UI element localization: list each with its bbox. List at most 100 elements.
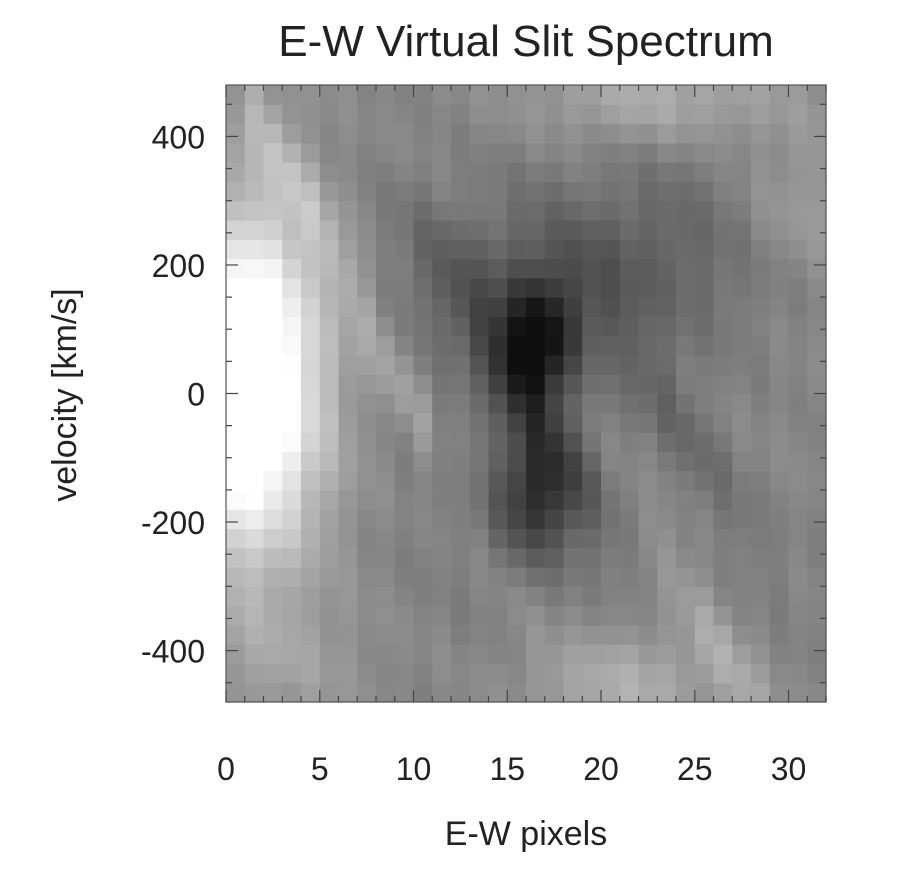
heatmap-cell (394, 547, 415, 568)
heatmap-cell (601, 297, 621, 317)
heatmap-cell (263, 663, 283, 684)
heatmap-cell (694, 624, 715, 645)
heatmap-cell (526, 432, 546, 452)
heatmap-cell (751, 123, 771, 144)
heatmap-cell (563, 297, 583, 317)
heatmap-cell (319, 219, 340, 240)
heatmap-cell (638, 354, 658, 375)
heatmap-cell (563, 644, 583, 665)
heatmap-cell (226, 374, 246, 395)
heatmap-cell (282, 85, 302, 105)
heatmap-cell (282, 624, 302, 645)
heatmap-cell (657, 142, 677, 163)
chart-title: E-W Virtual Slit Spectrum (278, 17, 774, 66)
heatmap-cell (394, 663, 415, 684)
heatmap-cell (713, 335, 733, 356)
heatmap-cell (601, 547, 621, 568)
heatmap-cell (526, 354, 546, 375)
heatmap-cell (226, 663, 246, 684)
heatmap-cell (338, 123, 358, 144)
heatmap-cell (544, 393, 565, 414)
heatmap-cell (751, 258, 771, 279)
heatmap-cell (526, 528, 546, 549)
heatmap-cell (619, 297, 640, 317)
heatmap-cell (394, 432, 415, 452)
heatmap-cell (807, 123, 827, 144)
heatmap-cell (713, 297, 733, 317)
heatmap-cell (432, 354, 452, 375)
heatmap-cell (807, 374, 827, 395)
heatmap-cell (226, 586, 246, 607)
heatmap-cell (676, 85, 696, 105)
heatmap-cell (451, 528, 471, 549)
heatmap-cell (451, 547, 471, 568)
heatmap-cell (451, 219, 471, 240)
heatmap-cell (338, 547, 358, 568)
heatmap-cell (563, 239, 583, 260)
heatmap-cell (619, 258, 640, 279)
heatmap-cell (357, 644, 377, 665)
heatmap-cell (788, 239, 808, 260)
heatmap-cell (713, 509, 733, 530)
heatmap-cell (563, 374, 583, 395)
heatmap-cell (713, 432, 733, 452)
heatmap-cell (788, 509, 808, 530)
heatmap-cell (694, 354, 715, 375)
heatmap-cell (469, 316, 490, 337)
heatmap-cell (526, 567, 546, 587)
heatmap-cell (582, 528, 602, 549)
heatmap-cell (582, 663, 602, 684)
heatmap-cell (769, 432, 790, 452)
heatmap-cell (488, 219, 508, 240)
heatmap-cell (563, 219, 583, 240)
heatmap-cell (526, 142, 546, 163)
heatmap-cell (544, 162, 565, 183)
heatmap-cell (451, 354, 471, 375)
heatmap-cell (638, 567, 658, 587)
heatmap-cell (788, 547, 808, 568)
heatmap-cell (507, 297, 527, 317)
heatmap-cell (394, 451, 415, 472)
heatmap-cell (432, 123, 452, 144)
heatmap-cell (638, 586, 658, 607)
heatmap-cell (376, 354, 396, 375)
heatmap-cell (676, 605, 696, 626)
heatmap-cell (713, 200, 733, 221)
heatmap-cell (601, 412, 621, 433)
heatmap-cell (319, 528, 340, 549)
heatmap-cell (226, 104, 246, 125)
heatmap-cell (788, 85, 808, 105)
heatmap-cell (638, 277, 658, 298)
heatmap-cell (526, 297, 546, 317)
heatmap-cell (376, 663, 396, 684)
heatmap-cell (357, 451, 377, 472)
heatmap-cell (657, 239, 677, 260)
heatmap-cell (544, 316, 565, 337)
heatmap-cell (751, 316, 771, 337)
heatmap-cell (376, 451, 396, 472)
heatmap-cell (694, 663, 715, 684)
heatmap-cell (751, 239, 771, 260)
y-axis-label: velocity [km/s] (46, 288, 84, 501)
heatmap-cell (394, 239, 415, 260)
heatmap-cell (338, 219, 358, 240)
heatmap-cell (394, 624, 415, 645)
heatmap-cell (469, 470, 490, 491)
heatmap-cell (769, 509, 790, 530)
heatmap-cell (488, 393, 508, 414)
heatmap-cell (694, 412, 715, 433)
heatmap-cell (226, 335, 246, 356)
heatmap-cell (769, 219, 790, 240)
heatmap-cell (807, 624, 827, 645)
heatmap-cell (488, 162, 508, 183)
heatmap-cell (751, 393, 771, 414)
heatmap-cell (301, 509, 321, 530)
heatmap-cell (394, 200, 415, 221)
heatmap-cell (226, 316, 246, 337)
heatmap-cell (357, 393, 377, 414)
heatmap-cell (282, 354, 302, 375)
heatmap-cell (807, 200, 827, 221)
heatmap-cell (751, 586, 771, 607)
heatmap-cell (301, 200, 321, 221)
heatmap-cell (376, 181, 396, 202)
